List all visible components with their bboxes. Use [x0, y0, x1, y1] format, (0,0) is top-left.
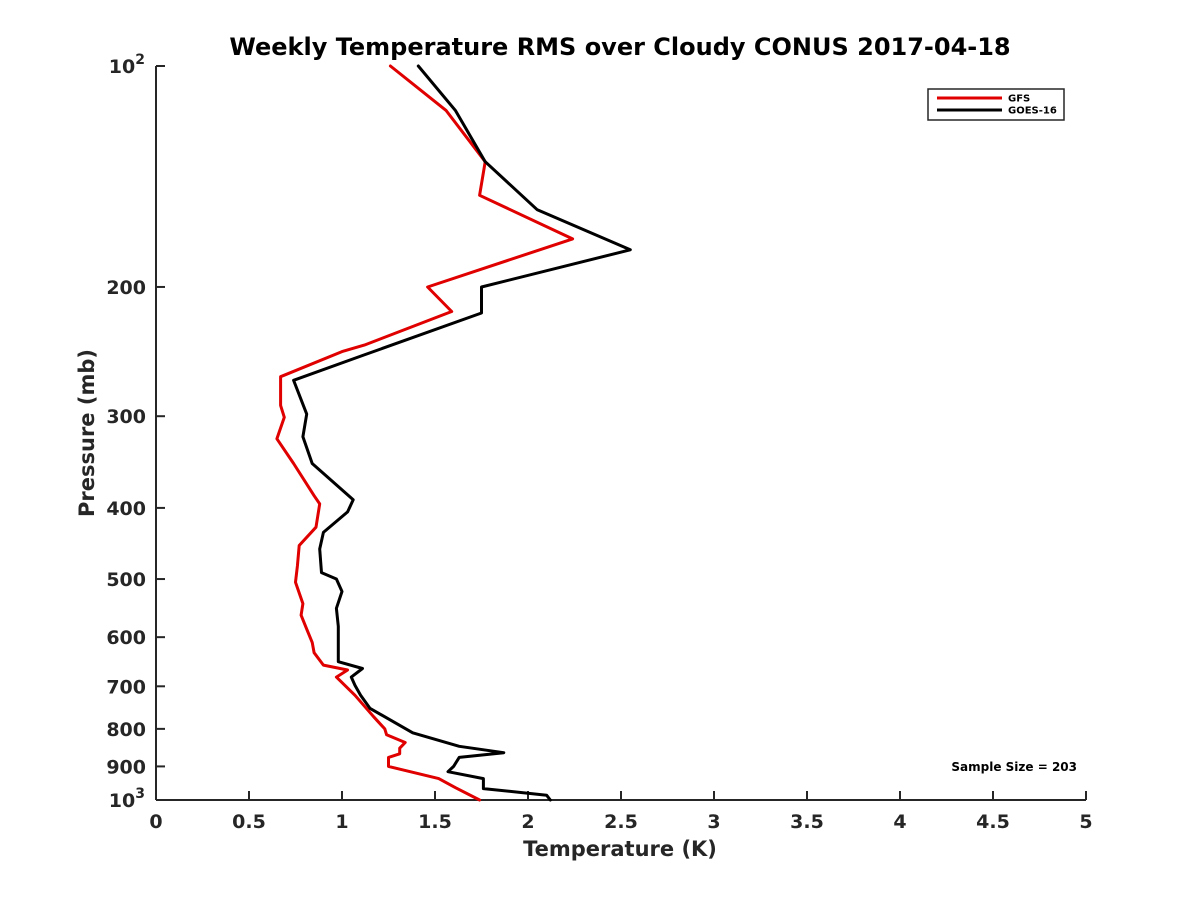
x-tick-label-4: 2 — [521, 811, 534, 833]
legend-label-gfs: GFS — [1008, 94, 1030, 105]
y-tick-label-8: 900 — [106, 756, 146, 778]
x-ticks: 0 0.5 1 1.5 2 2.5 3 3.5 4 4.5 5 — [149, 791, 1093, 833]
y-tick-label-5: 600 — [106, 627, 146, 649]
legend-box — [927, 88, 1065, 121]
y-tick-label-3: 400 — [106, 498, 146, 520]
sample-size-annotation: Sample Size = 203 — [951, 760, 1077, 774]
plot-area: 0 0.5 1 1.5 2 2.5 3 3.5 4 4.5 5 102 200 300 400 500 600… — [106, 52, 1092, 833]
x-tick-label-7: 3.5 — [790, 811, 824, 833]
y-ticks: 102 200 300 400 500 600 700 800 900 103 — [106, 52, 165, 812]
x-tick-label-3: 1.5 — [418, 811, 452, 833]
legend-label-goes-16: GOES-16 — [1008, 106, 1057, 117]
chart-title: Weekly Temperature RMS over Cloudy CONUS… — [229, 33, 1010, 61]
x-tick-label-5: 2.5 — [604, 811, 638, 833]
x-tick-label-0: 0 — [149, 811, 162, 833]
x-tick-label-1: 0.5 — [232, 811, 266, 833]
x-tick-label-6: 3 — [707, 811, 720, 833]
legend: GFS GOES-16 — [927, 88, 1065, 121]
x-tick-label-10: 5 — [1079, 811, 1092, 833]
series-line-goes-16 — [292, 64, 632, 802]
y-tick-label-6: 700 — [106, 676, 146, 698]
y-tick-label-1: 200 — [106, 277, 146, 299]
y-tick-label-4: 500 — [106, 569, 146, 591]
x-tick-label-8: 4 — [893, 811, 906, 833]
series-lines — [275, 64, 632, 802]
x-axis-label: Temperature (K) — [523, 837, 717, 861]
y-tick-label-2: 300 — [106, 406, 146, 428]
y-axis-label: Pressure (mb) — [75, 349, 99, 517]
x-tick-label-9: 4.5 — [976, 811, 1010, 833]
y-tick-label-7: 800 — [106, 719, 146, 741]
x-tick-label-2: 1 — [335, 811, 348, 833]
y-tick-label-0: 102 — [109, 52, 145, 78]
y-tick-label-9: 103 — [109, 786, 145, 812]
series-line-gfs — [275, 64, 575, 802]
